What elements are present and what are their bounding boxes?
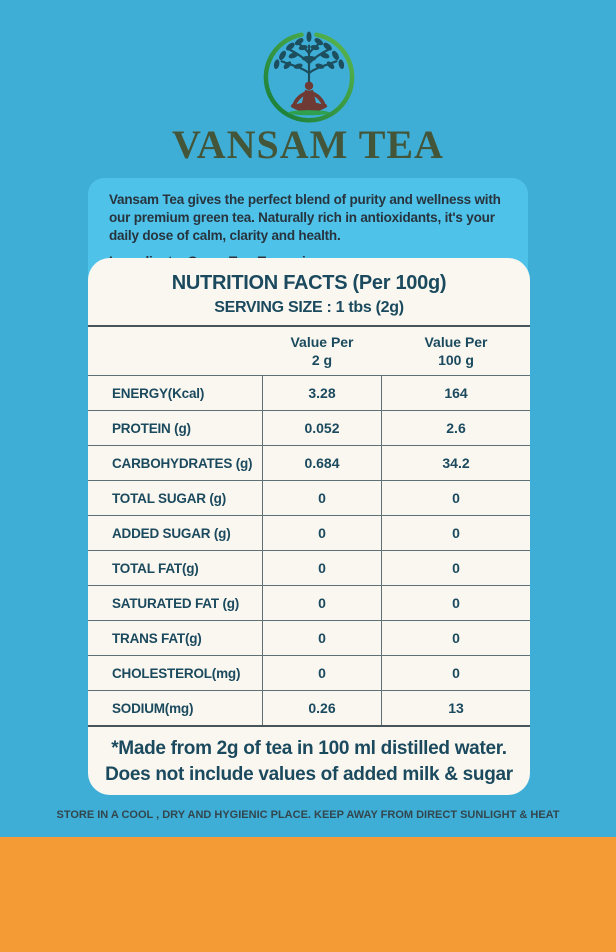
logo-ring bbox=[263, 32, 355, 123]
value-per-100g: 13 bbox=[448, 700, 464, 716]
row-label: TOTAL SUGAR (g) bbox=[112, 490, 226, 506]
value-per-100g: 0 bbox=[452, 665, 460, 681]
value-per-100g: 2.6 bbox=[446, 420, 466, 436]
meditating-person-icon bbox=[290, 81, 328, 112]
value-per-2g: 0.684 bbox=[262, 446, 382, 480]
table-row-total-sugar: TOTAL SUGAR (g) 0 0 bbox=[88, 480, 530, 515]
value-per-100g: 34.2 bbox=[442, 455, 470, 471]
value-per-100g: 164 bbox=[444, 385, 468, 401]
column-header-line: Value Per bbox=[424, 333, 488, 350]
table-row-protein: PROTEIN (g) 0.052 2.6 bbox=[88, 410, 530, 445]
column-header-per-100g: Value Per 100 g bbox=[382, 327, 530, 375]
table-body: ENERGY(Kcal) 3.28 164 PROTEIN (g) 0.052 … bbox=[88, 375, 530, 727]
brand-title: VANSAM TEA bbox=[172, 122, 444, 167]
tree-leaves bbox=[273, 31, 345, 70]
column-header-line: 100 g bbox=[438, 352, 474, 368]
table-header-row: Value Per 2 g Value Per 100 g bbox=[88, 325, 530, 375]
row-label: CARBOHYDRATES (g) bbox=[112, 455, 253, 471]
footnote-line-2: Does not include values of added milk & … bbox=[105, 764, 513, 786]
meditation-tree-icon bbox=[263, 31, 355, 123]
column-header-line: Value Per bbox=[290, 333, 354, 350]
row-label: TOTAL FAT(g) bbox=[112, 560, 199, 576]
table-row-carbohydrates: CARBOHYDRATES (g) 0.684 34.2 bbox=[88, 445, 530, 480]
value-per-100g: 0 bbox=[452, 595, 460, 611]
table-row-energy: ENERGY(Kcal) 3.28 164 bbox=[88, 375, 530, 410]
brand-logo bbox=[260, 26, 358, 124]
value-per-2g: 3.28 bbox=[262, 376, 382, 410]
column-header-line: 2 g bbox=[311, 352, 333, 368]
row-label: PROTEIN (g) bbox=[112, 420, 191, 436]
value-per-100g: 0 bbox=[452, 525, 460, 541]
footnote-line-1: *Made from 2g of tea in 100 ml distilled… bbox=[111, 738, 507, 759]
table-row-sodium: SODIUM(mg) 0.26 13 bbox=[88, 690, 530, 725]
bottom-band bbox=[0, 837, 616, 952]
value-per-100g: 0 bbox=[452, 630, 460, 646]
value-per-2g: 0 bbox=[262, 551, 382, 585]
nutrition-table: Value Per 2 g Value Per 100 g ENERGY(Kca… bbox=[88, 325, 530, 727]
row-label: SODIUM(mg) bbox=[112, 700, 194, 716]
table-footnote: *Made from 2g of tea in 100 ml distilled… bbox=[88, 736, 530, 788]
table-row-saturated-fat: SATURATED FAT (g) 0 0 bbox=[88, 585, 530, 620]
serving-size: SERVING SIZE : 1 tbs (2g) bbox=[214, 299, 404, 316]
table-row-cholesterol: CHOLESTEROL(mg) 0 0 bbox=[88, 655, 530, 690]
storage-note: STORE IN A COOL , DRY AND HYGIENIC PLACE… bbox=[56, 809, 560, 821]
row-label: ADDED SUGAR (g) bbox=[112, 525, 231, 541]
column-header-per-2g: Value Per 2 g bbox=[262, 327, 382, 375]
value-per-2g: 0 bbox=[262, 656, 382, 690]
value-per-2g: 0.26 bbox=[262, 691, 382, 725]
value-per-2g: 0 bbox=[262, 481, 382, 515]
value-per-2g: 0.052 bbox=[262, 411, 382, 445]
row-label: ENERGY(Kcal) bbox=[112, 385, 205, 401]
nutrition-title: NUTRITION FACTS (Per 100g) bbox=[171, 272, 447, 294]
row-label: CHOLESTEROL(mg) bbox=[112, 665, 241, 681]
table-row-trans-fat: TRANS FAT(g) 0 0 bbox=[88, 620, 530, 655]
value-per-2g: 0 bbox=[262, 516, 382, 550]
value-per-100g: 0 bbox=[452, 490, 460, 506]
table-row-added-sugar: ADDED SUGAR (g) 0 0 bbox=[88, 515, 530, 550]
table-row-total-fat: TOTAL FAT(g) 0 0 bbox=[88, 550, 530, 585]
value-per-2g: 0 bbox=[262, 586, 382, 620]
header-spacer bbox=[88, 327, 262, 375]
value-per-2g: 0 bbox=[262, 621, 382, 655]
nutrition-panel: NUTRITION FACTS (Per 100g) SERVING SIZE … bbox=[88, 258, 530, 795]
product-description: Vansam Tea gives the perfect blend of pu… bbox=[109, 192, 501, 244]
value-per-100g: 0 bbox=[452, 560, 460, 576]
row-label: SATURATED FAT (g) bbox=[112, 595, 240, 611]
meditation-mat bbox=[288, 110, 330, 116]
row-label: TRANS FAT(g) bbox=[112, 630, 202, 646]
